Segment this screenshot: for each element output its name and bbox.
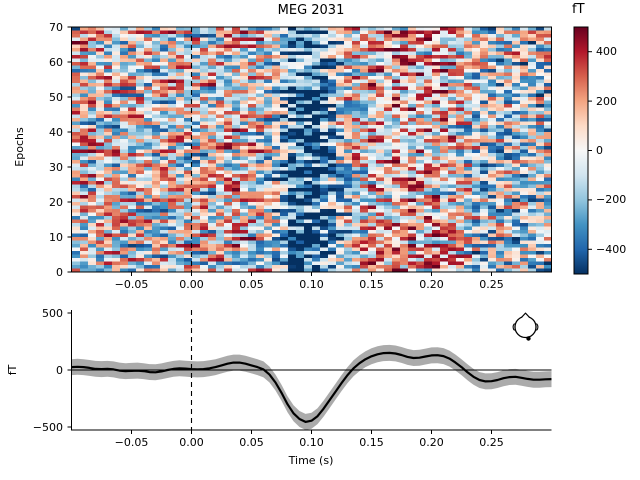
tick-label: 0.15 <box>359 278 384 291</box>
tick-label: 0.05 <box>239 278 264 291</box>
head-nose <box>520 312 531 319</box>
evoked-mean-line <box>71 351 552 423</box>
tick-label: 50 <box>49 90 63 104</box>
tick-label: 0.20 <box>419 436 444 449</box>
tick-label: 500 <box>42 306 63 320</box>
tick-label: 0 <box>596 144 603 157</box>
head-outline <box>514 315 537 339</box>
evoked-ci-band <box>71 344 552 430</box>
tick-label: 200 <box>596 94 617 108</box>
head-left-ear <box>512 323 516 331</box>
heatmap-title: MEG 2031 <box>277 3 345 18</box>
colorbar-unit-label: fT <box>572 2 585 17</box>
tick-label: 0.15 <box>359 436 384 449</box>
tick-label: 0.00 <box>179 278 204 291</box>
tick-label: 0.05 <box>239 436 264 449</box>
heatmap-frame <box>71 26 552 273</box>
sensor-location-dot <box>526 336 531 341</box>
evoked-axes-spines <box>71 310 552 431</box>
tick-label: 0.10 <box>299 278 324 291</box>
tick-label: 400 <box>596 45 617 59</box>
time-axis-label: Time (s) <box>288 454 334 467</box>
tick-marks <box>67 26 592 434</box>
tick-label: 10 <box>49 230 63 244</box>
tick-label: 0.00 <box>179 436 204 449</box>
tick-label: 0.20 <box>419 278 444 291</box>
tick-label: −0.05 <box>114 436 149 449</box>
tick-label: 40 <box>49 125 63 139</box>
colorbar-gradient <box>574 27 588 274</box>
tick-label: −200 <box>596 193 627 207</box>
tick-label: 30 <box>49 160 63 174</box>
tick-label: 0.25 <box>479 278 504 291</box>
tick-label: −400 <box>596 242 627 256</box>
head-sensor-icon <box>512 312 539 341</box>
tick-label: 0 <box>56 265 63 279</box>
tick-label: 0 <box>56 363 63 377</box>
tick-label: −0.05 <box>114 278 149 291</box>
epochs-heatmap-image <box>71 27 552 272</box>
tick-label: 60 <box>49 55 63 69</box>
tick-label: −500 <box>32 420 63 434</box>
tick-label: 70 <box>49 20 63 34</box>
colorbar-frame <box>573 26 589 275</box>
tick-label: 20 <box>49 195 63 209</box>
evoked-y-axis-label: fT <box>5 364 19 376</box>
head-right-ear <box>535 323 539 331</box>
tick-label: 0.25 <box>479 436 504 449</box>
tick-label: 0.10 <box>299 436 324 449</box>
